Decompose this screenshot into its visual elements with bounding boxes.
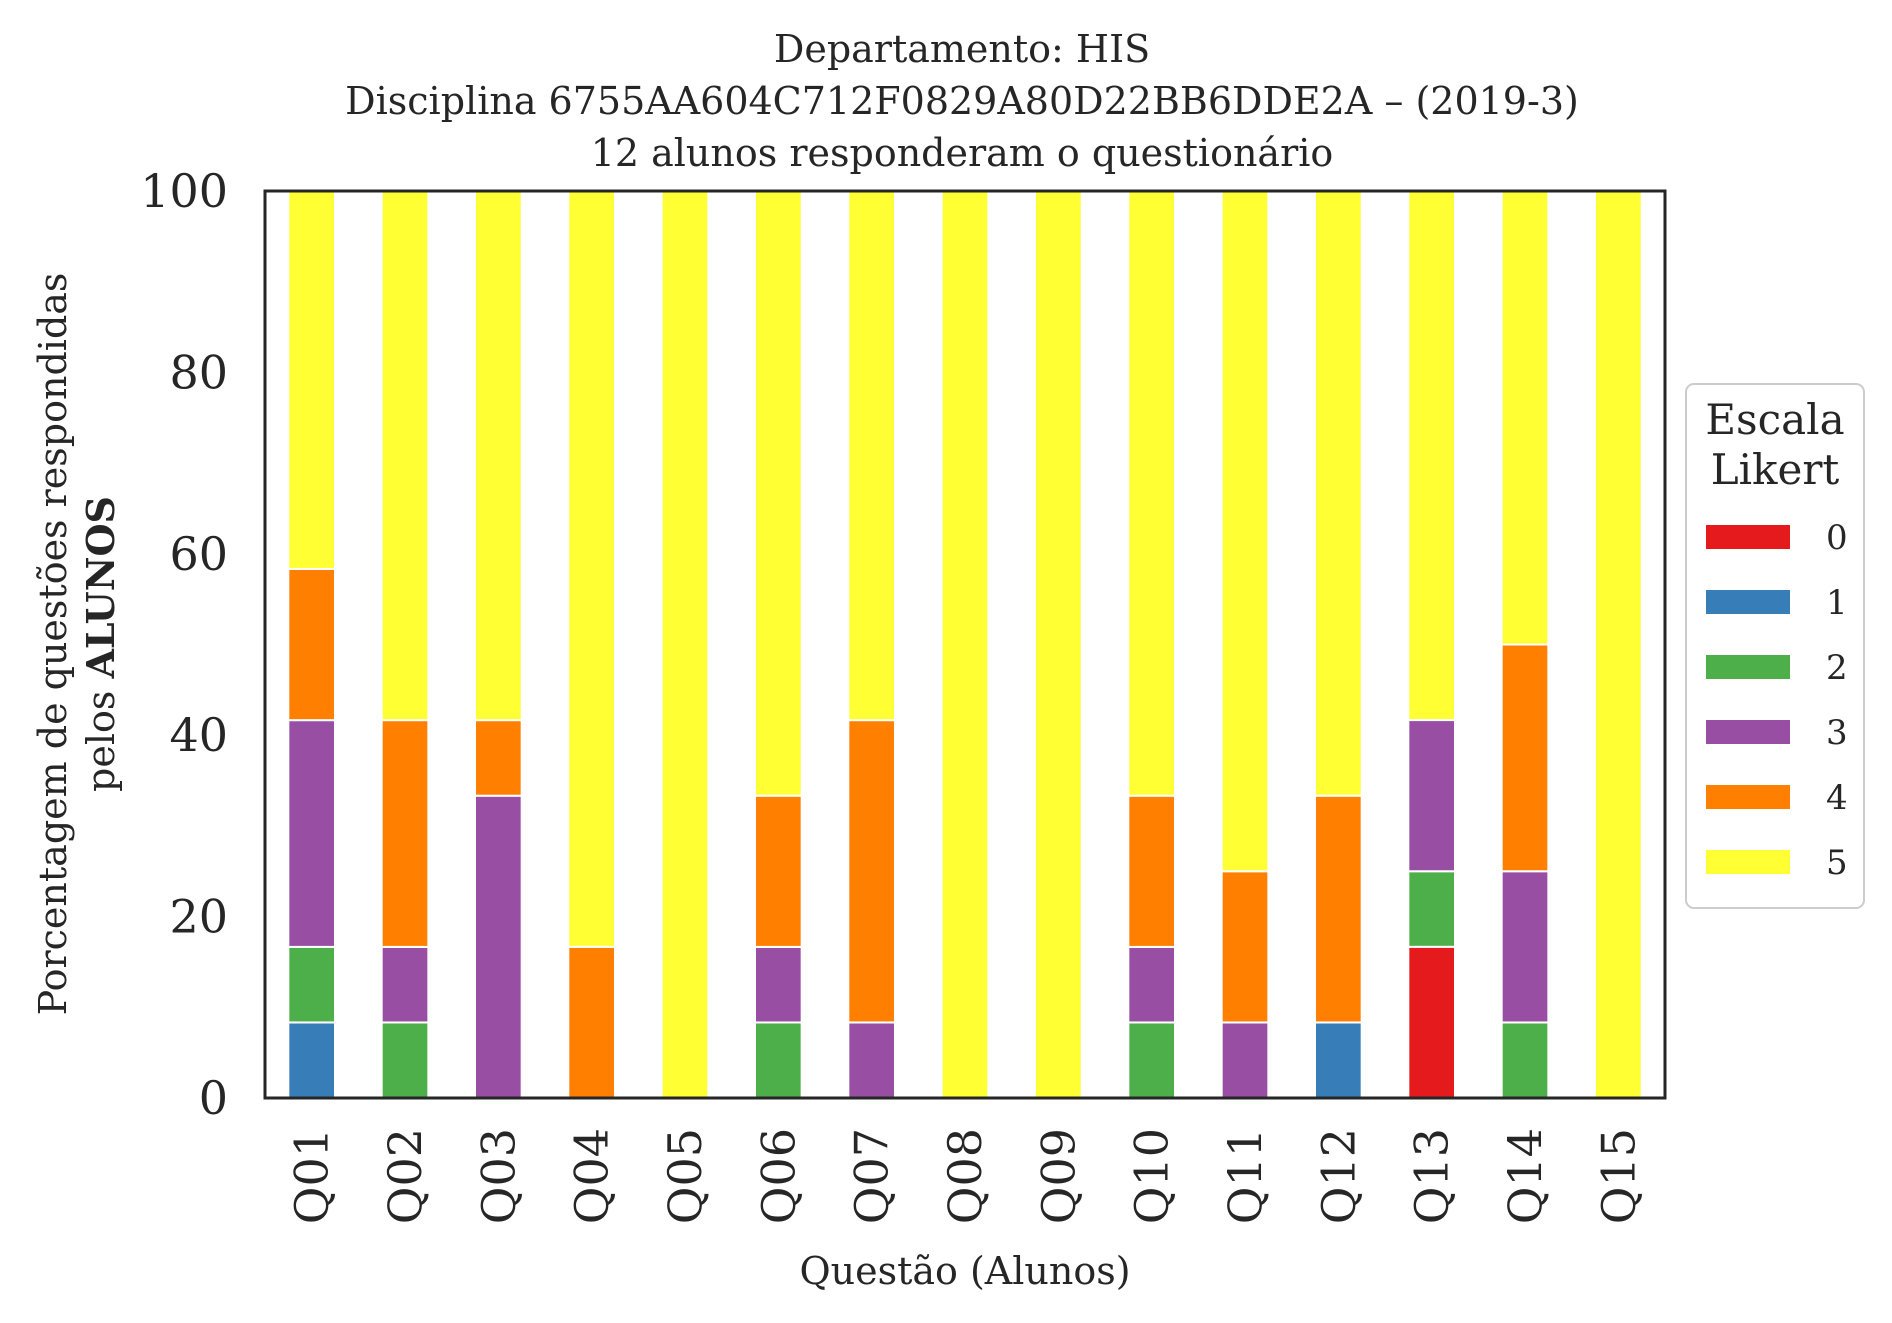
title-line-2: Disciplina 6755AA604C712F0829A80D22BB6DD… bbox=[345, 79, 1579, 123]
x-tick-label-q09: Q09 bbox=[1031, 1128, 1085, 1224]
x-tick-label-q14: Q14 bbox=[1498, 1128, 1552, 1224]
bar-q07-likert-4 bbox=[847, 719, 897, 1024]
legend-label-4: 4 bbox=[1826, 778, 1848, 818]
bar-q13-likert-0 bbox=[1407, 945, 1456, 1099]
bar-q11-likert-5 bbox=[1220, 190, 1270, 873]
y-tick-label-100: 100 bbox=[140, 164, 228, 218]
bar-q10-likert-3 bbox=[1127, 945, 1176, 1024]
chart-title: Departamento: HIS Disciplina 6755AA604C7… bbox=[345, 27, 1579, 175]
legend-items: 0 1 2 3 4 5 bbox=[1706, 518, 1848, 883]
bars-layer bbox=[287, 190, 1643, 1100]
legend-swatch-4 bbox=[1706, 785, 1790, 809]
bar-q07-likert-5 bbox=[847, 190, 897, 722]
y-tick-label-20: 20 bbox=[169, 890, 228, 944]
bar-q02-likert-3 bbox=[380, 945, 430, 1024]
bar-q06-likert-2 bbox=[754, 1021, 803, 1100]
bar-q12-likert-5 bbox=[1314, 190, 1363, 797]
bar-q02-likert-5 bbox=[380, 190, 430, 722]
bar-q11-likert-3 bbox=[1220, 1021, 1270, 1100]
bar-q01-likert-3 bbox=[287, 719, 336, 948]
title-line-3: 12 alunos responderam o questionário bbox=[591, 131, 1334, 175]
bar-q10-likert-2 bbox=[1127, 1021, 1176, 1100]
y-axis-ticks: 0 20 40 60 80 100 bbox=[140, 164, 228, 1125]
legend-label-0: 0 bbox=[1826, 518, 1848, 558]
title-line-1: Departamento: HIS bbox=[774, 27, 1150, 71]
bar-q06-likert-5 bbox=[754, 190, 803, 797]
bar-q10-likert-5 bbox=[1127, 190, 1176, 797]
bar-q03-likert-5 bbox=[474, 190, 523, 722]
bar-q12-likert-1 bbox=[1314, 1021, 1363, 1100]
legend-swatch-5 bbox=[1706, 850, 1790, 874]
bar-q01-likert-2 bbox=[287, 945, 336, 1024]
legend-title-line-1: Escala bbox=[1705, 395, 1844, 444]
bar-q12-likert-4 bbox=[1314, 794, 1363, 1024]
bar-q01-likert-1 bbox=[287, 1021, 336, 1100]
plot-frame bbox=[263, 189, 1667, 1100]
legend-label-3: 3 bbox=[1826, 713, 1848, 753]
legend-label-5: 5 bbox=[1826, 843, 1848, 883]
bar-q06-likert-3 bbox=[754, 945, 803, 1024]
x-tick-label-q05: Q05 bbox=[658, 1128, 712, 1224]
legend: Escala Likert 0 1 2 3 4 5 bbox=[1685, 383, 1865, 909]
bar-q03-likert-3 bbox=[474, 794, 523, 1099]
bar-q06-likert-4 bbox=[754, 794, 803, 948]
x-tick-label-q12: Q12 bbox=[1311, 1128, 1365, 1224]
x-tick-label-q08: Q08 bbox=[938, 1128, 992, 1224]
y-tick-label-40: 40 bbox=[169, 708, 228, 762]
bar-q02-likert-2 bbox=[380, 1021, 430, 1100]
x-tick-label-q06: Q06 bbox=[751, 1128, 805, 1224]
x-tick-label-q15: Q15 bbox=[1591, 1128, 1645, 1224]
bar-q14-likert-4 bbox=[1500, 643, 1550, 873]
bar-q13-likert-2 bbox=[1407, 870, 1456, 948]
x-tick-label-q02: Q02 bbox=[378, 1128, 432, 1224]
legend-swatch-2 bbox=[1706, 655, 1790, 679]
bar-q04-likert-4 bbox=[567, 945, 617, 1099]
y-axis-label-line-1: Porcentagem de questões respondidas bbox=[31, 273, 75, 1016]
bar-q02-likert-4 bbox=[380, 719, 430, 948]
legend-title-line-2: Likert bbox=[1711, 445, 1840, 494]
y-tick-label-0: 0 bbox=[199, 1071, 228, 1125]
bar-q13-likert-5 bbox=[1407, 190, 1456, 722]
legend-swatch-3 bbox=[1706, 720, 1790, 744]
bar-q08-likert-5 bbox=[940, 190, 990, 1099]
legend-box bbox=[1685, 383, 1865, 909]
legend-label-1: 1 bbox=[1826, 583, 1848, 623]
legend-swatch-0 bbox=[1706, 525, 1790, 549]
x-tick-label-q11: Q11 bbox=[1218, 1128, 1272, 1224]
x-axis-ticks: Q01 Q02 Q03 Q04 Q05 Q06 Q07 Q08 Q09 Q10 Q11 Q12 Q13 Q… bbox=[285, 1128, 1646, 1224]
bar-q05-likert-5 bbox=[660, 190, 710, 1099]
bar-q01-likert-5 bbox=[287, 190, 336, 570]
x-tick-label-q13: Q13 bbox=[1405, 1128, 1459, 1224]
legend-label-2: 2 bbox=[1826, 648, 1848, 688]
bar-q14-likert-3 bbox=[1500, 870, 1550, 1024]
bar-q10-likert-4 bbox=[1127, 794, 1176, 948]
bar-q01-likert-4 bbox=[287, 567, 336, 722]
bar-q15-likert-5 bbox=[1594, 190, 1643, 1099]
y-tick-label-60: 60 bbox=[169, 527, 228, 581]
x-tick-label-q10: Q10 bbox=[1125, 1128, 1179, 1224]
bar-q03-likert-4 bbox=[474, 719, 523, 797]
y-axis-label-line-2: pelos ALUNOS bbox=[78, 496, 123, 792]
x-tick-label-q07: Q07 bbox=[845, 1128, 899, 1224]
y-axis-label: Porcentagem de questões respondidas pelo… bbox=[31, 273, 123, 1016]
bar-q11-likert-4 bbox=[1220, 870, 1270, 1024]
bar-q09-likert-5 bbox=[1034, 190, 1083, 1099]
bar-q14-likert-2 bbox=[1500, 1021, 1550, 1100]
x-tick-label-q01: Q01 bbox=[285, 1128, 339, 1224]
bar-q13-likert-3 bbox=[1407, 719, 1456, 873]
legend-swatch-1 bbox=[1706, 590, 1790, 614]
y-tick-label-80: 80 bbox=[169, 345, 228, 399]
x-tick-label-q03: Q03 bbox=[471, 1128, 525, 1224]
x-axis-label: Questão (Alunos) bbox=[799, 1249, 1130, 1293]
x-tick-label-q04: Q04 bbox=[565, 1128, 619, 1224]
bar-q07-likert-3 bbox=[847, 1021, 897, 1100]
y-axis-label-prefix: pelos bbox=[79, 679, 123, 792]
bar-q14-likert-5 bbox=[1500, 190, 1550, 646]
y-axis-label-bold: ALUNOS bbox=[78, 496, 123, 680]
bar-q04-likert-5 bbox=[567, 190, 617, 948]
